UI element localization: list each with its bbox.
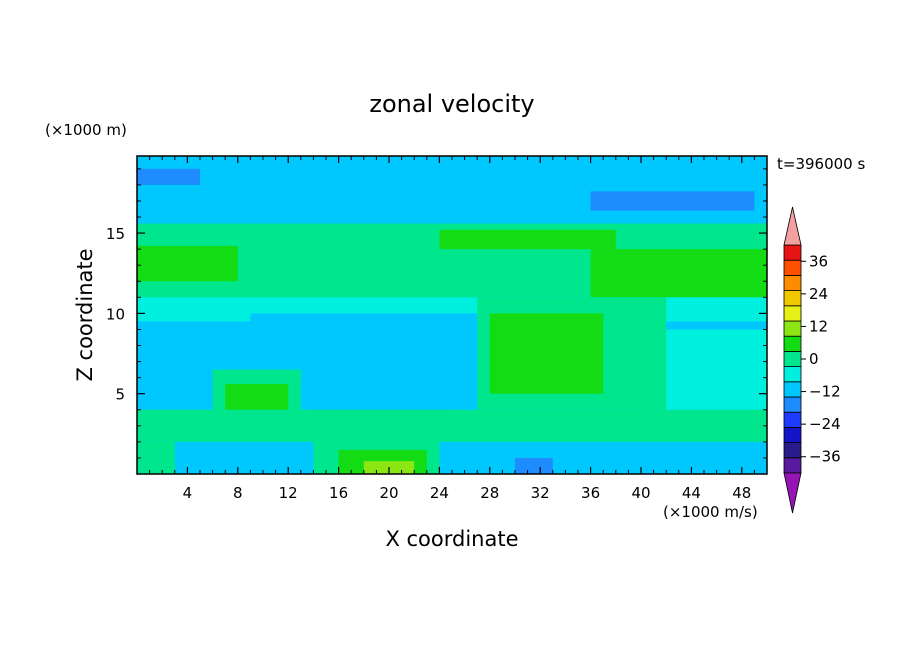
colorbar-swatch-13 (783, 259, 802, 276)
colorbar-swatch-0 (783, 457, 802, 474)
colorbar-swatch-14 (783, 244, 802, 261)
colorbar-swatch-7 (783, 350, 802, 367)
field-cell-18 (137, 409, 767, 442)
field-cell-12 (313, 345, 452, 410)
colorbar-swatch-12 (783, 274, 802, 291)
field-cell-7 (439, 229, 616, 250)
field-cell-24 (515, 457, 553, 474)
colorbar-tick-label: −24 (809, 415, 841, 433)
colorbar-tick-label: 24 (809, 285, 828, 303)
colorbar-unit-label: (×1000 m/s) (663, 503, 758, 521)
x-tick-label: 44 (682, 484, 701, 502)
x-tick-label: 40 (631, 484, 650, 502)
colorbar: 36 24 12 0 −12 −24 −36 (783, 206, 841, 514)
colorbar-swatch-10 (783, 305, 802, 322)
y-axis: 5 10 15 (106, 168, 767, 459)
x-tick-label: 20 (379, 484, 398, 502)
x-tick-label: 24 (430, 484, 449, 502)
field-cell-15 (489, 313, 604, 394)
colorbar-tick-label: −12 (809, 383, 841, 401)
colorbar-tick-label: 12 (809, 317, 828, 335)
colorbar-tick-label: 0 (809, 350, 819, 368)
colorbar-swatch-3 (783, 411, 802, 428)
colorbar-tick-label: −36 (809, 448, 841, 466)
y-tick-label: 15 (106, 225, 125, 243)
x-tick-label: 8 (233, 484, 243, 502)
field-cell-23 (137, 441, 175, 474)
field-cell-8 (590, 249, 767, 298)
y-tick-label: 10 (106, 305, 125, 323)
field-cell-2 (137, 156, 767, 198)
chart-title: zonal velocity (369, 90, 534, 118)
x-tick-label: 36 (581, 484, 600, 502)
colorbar-swatch-5 (783, 381, 802, 398)
field-cell-3 (137, 168, 200, 185)
x-tick-label: 4 (183, 484, 193, 502)
x-unit-label: (×1000 m) (45, 121, 127, 139)
contour-field (137, 156, 767, 474)
x-axis-label: X coordinate (385, 527, 518, 551)
x-axis: 4 8 12 16 20 24 28 32 36 40 44 48 (149, 156, 755, 502)
colorbar-swatch-2 (783, 426, 802, 443)
field-cell-19 (137, 441, 767, 474)
colorbar-swatch-8 (783, 335, 802, 352)
time-label: t=396000 s (777, 155, 865, 173)
field-cell-17 (225, 384, 289, 410)
y-axis-label: Z coordinate (73, 248, 97, 381)
x-tick-label: 32 (531, 484, 550, 502)
colorbar-tick-label: 36 (809, 252, 828, 270)
colorbar-swatch-6 (783, 366, 802, 383)
x-tick-label: 12 (279, 484, 298, 502)
colorbar-swatch-1 (783, 442, 802, 459)
colorbar-swatch-4 (783, 396, 802, 413)
x-tick-label: 16 (329, 484, 348, 502)
colorbar-swatch-11 (783, 290, 802, 307)
colorbar-under-arrow (783, 472, 802, 514)
colorbar-over-arrow (783, 206, 802, 246)
x-tick-label: 48 (732, 484, 751, 502)
y-tick-label: 5 (115, 386, 125, 404)
field-cell-6 (137, 245, 238, 282)
colorbar-swatch-9 (783, 320, 802, 337)
field-cell-4 (590, 191, 755, 211)
x-tick-label: 28 (480, 484, 499, 502)
